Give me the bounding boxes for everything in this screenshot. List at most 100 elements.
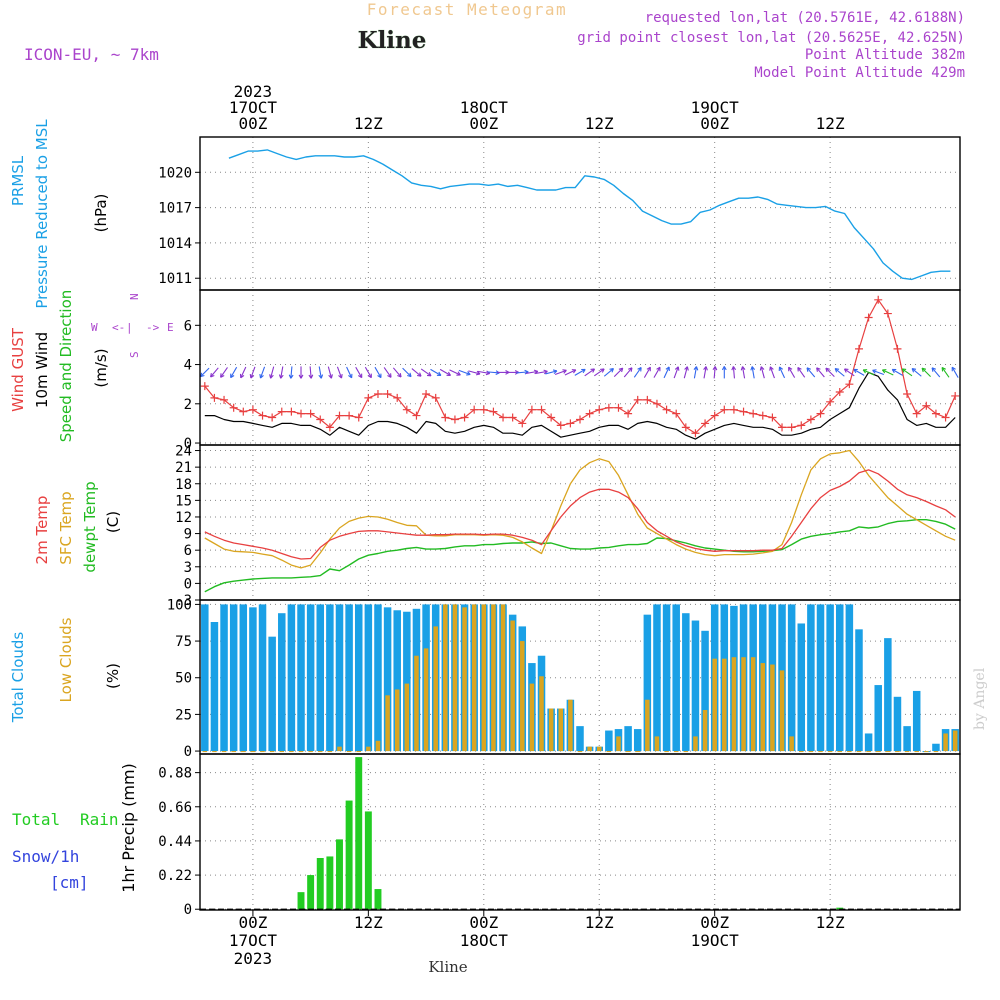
top-tick-label: 12Z [585,114,614,133]
low-cloud-bar [298,751,304,753]
low-cloud-bar [539,676,544,752]
y-tick-label: 4 [184,358,192,374]
total-cloud-bar [672,604,680,752]
bottom-tick-label: 18OCT [460,931,509,950]
wind-arrow-head [358,373,363,379]
compass-left-arrow: <- [112,321,125,334]
total-cloud-bar [864,733,873,752]
total-cloud-bar [701,630,709,752]
total-clouds-label: Total Clouds [9,632,27,724]
rain-bar [307,875,315,910]
wind-arrow [594,368,605,377]
wind-arrow-head [881,369,887,374]
gust-marker [576,415,584,424]
pressure-label-short: PRMSL [9,155,27,206]
low-cloud-bar [606,751,612,753]
wind-arrow-head [609,368,614,373]
wind-arrow-head [750,366,756,371]
gust-marker [883,309,892,318]
wind-arrow-head [941,366,946,372]
y-tick-label: 0 [184,436,192,452]
low-cloud-bar [818,751,823,753]
compass-west: W [91,321,98,334]
wind-arrow-head [600,368,605,373]
rain-label-total: Total [12,810,60,829]
low-cloud-bar [394,689,400,752]
top-tick-label: 18OCT [460,98,509,117]
wind-arrow-head [436,371,442,376]
total-cloud-bar [835,604,844,752]
total-cloud-bar [326,604,334,752]
wind-arrow [383,367,392,378]
wind-arrow [220,367,228,378]
dewpoint-line [204,519,956,593]
total-cloud-bar [306,604,315,752]
wind-arrow-head [797,366,802,372]
low-cloud-bar [702,710,708,752]
wind-arrow [535,370,548,374]
low-cloud-bar [500,604,506,752]
gust-marker [364,393,373,402]
wind-arrow-head [308,374,314,379]
y-tick-label: 0.66 [158,800,192,816]
gust-marker [441,413,450,422]
wind-arrow-head [665,366,670,371]
gust-marker [816,409,825,418]
wind-gust-line [204,299,956,434]
top-tick-label: 12Z [354,114,383,133]
low-cloud-bar [452,604,458,752]
gust-marker [412,411,421,420]
gust-marker [749,409,758,418]
wind-arrow-head [759,366,765,371]
wind-arrow-head [328,374,333,379]
low-cloud-bar [847,751,852,753]
total-cloud-bar [345,604,353,752]
gust-marker [710,411,719,420]
wind-arrow-head [338,374,343,379]
low-cloud-bar [279,751,285,753]
gust-marker [566,419,575,428]
low-cloud-bar [491,604,496,752]
total-cloud-bar [797,623,806,752]
total-cloud-bar [787,604,796,752]
total-cloud-bar [354,604,363,752]
t2m-label: 2m Temp [33,496,51,565]
total-cloud-bar [335,604,344,752]
wind-arrow [250,366,256,379]
wind-arrow-head [397,372,402,378]
total-cloud-bar [643,614,652,752]
gust-marker [797,421,806,430]
compass-center: | [126,321,133,334]
snow-unit: [cm] [50,873,89,892]
wind-arrow-head [543,369,548,375]
gust-marker [941,413,950,422]
wind-arrow [844,368,855,377]
wind-arrow-head [731,366,737,371]
gust-marker [325,423,334,432]
low-cloud-bar [433,626,438,752]
wind-arrow [309,366,312,379]
wind-arrow [420,368,432,377]
low-cloud-bar [827,751,833,753]
low-cloud-bar [337,746,342,752]
low-cloud-bar [760,663,766,752]
wind-arrow-head [269,374,274,379]
top-tick-label: 12Z [816,114,845,133]
low-cloud-bar [375,740,381,752]
total-cloud-bar [249,607,257,752]
gust-marker [499,413,508,422]
total-cloud-bar [884,638,892,752]
low-cloud-bar [212,751,217,753]
wind-arrow [458,369,471,375]
gust-marker [527,405,536,414]
low-cloud-bar [346,751,352,753]
wind-arrow [872,369,885,375]
low-cloud-bar [356,751,361,753]
low-cloud-bar [327,751,333,753]
y-tick-label: 21 [175,460,192,476]
gust-marker [806,415,815,424]
wind-arrow [825,367,835,378]
bottom-tick-label: 00Z [469,913,498,932]
wind-arrow [574,368,586,376]
